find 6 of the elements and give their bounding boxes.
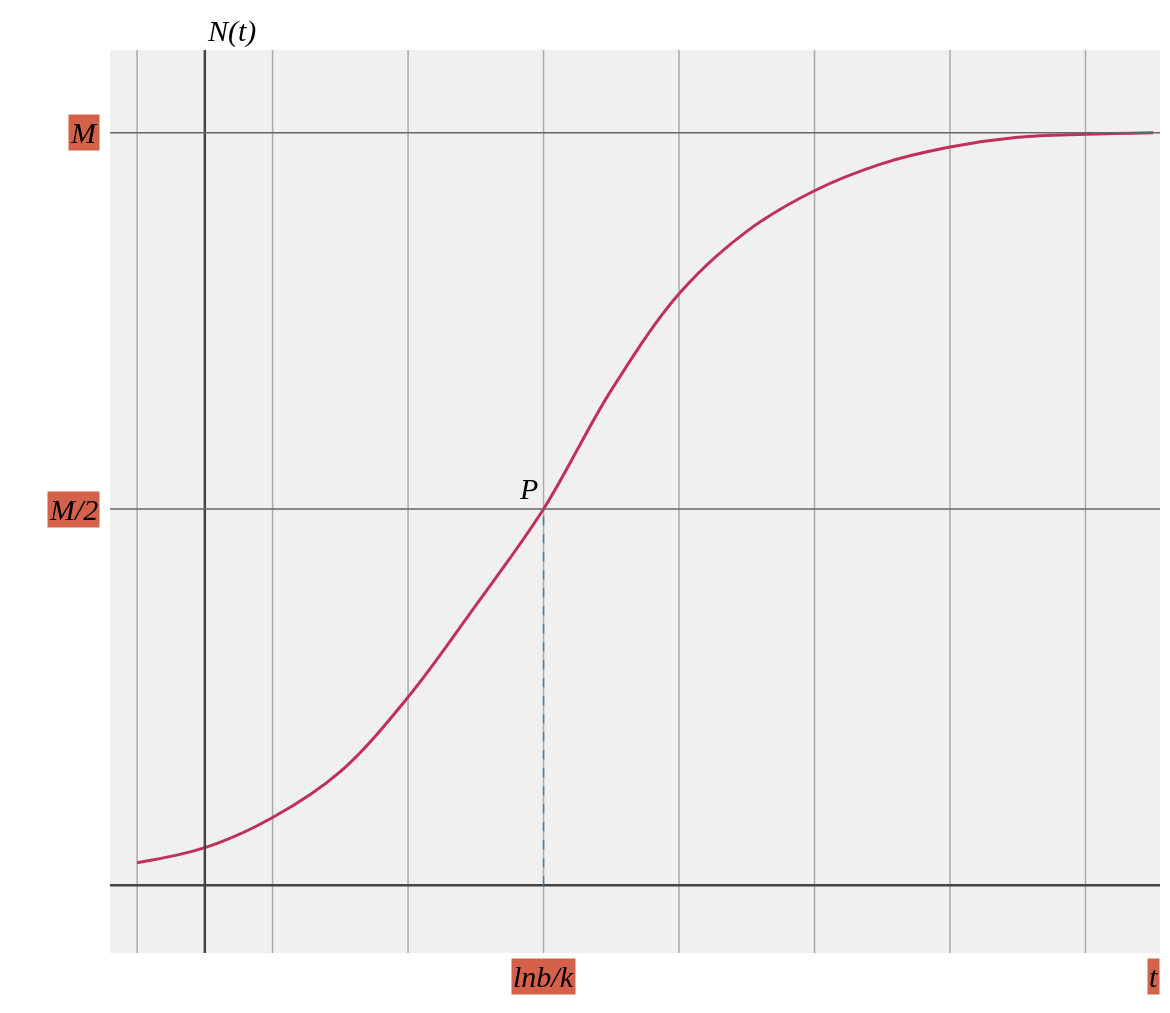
- ref-line-label: M/2: [49, 493, 99, 526]
- ref-line-label: M: [70, 116, 98, 149]
- text: lnb/k: [513, 960, 574, 993]
- y-axis-title: N(t): [207, 14, 257, 48]
- x-axis-title: t: [1149, 960, 1158, 993]
- annotation: P: [519, 472, 539, 505]
